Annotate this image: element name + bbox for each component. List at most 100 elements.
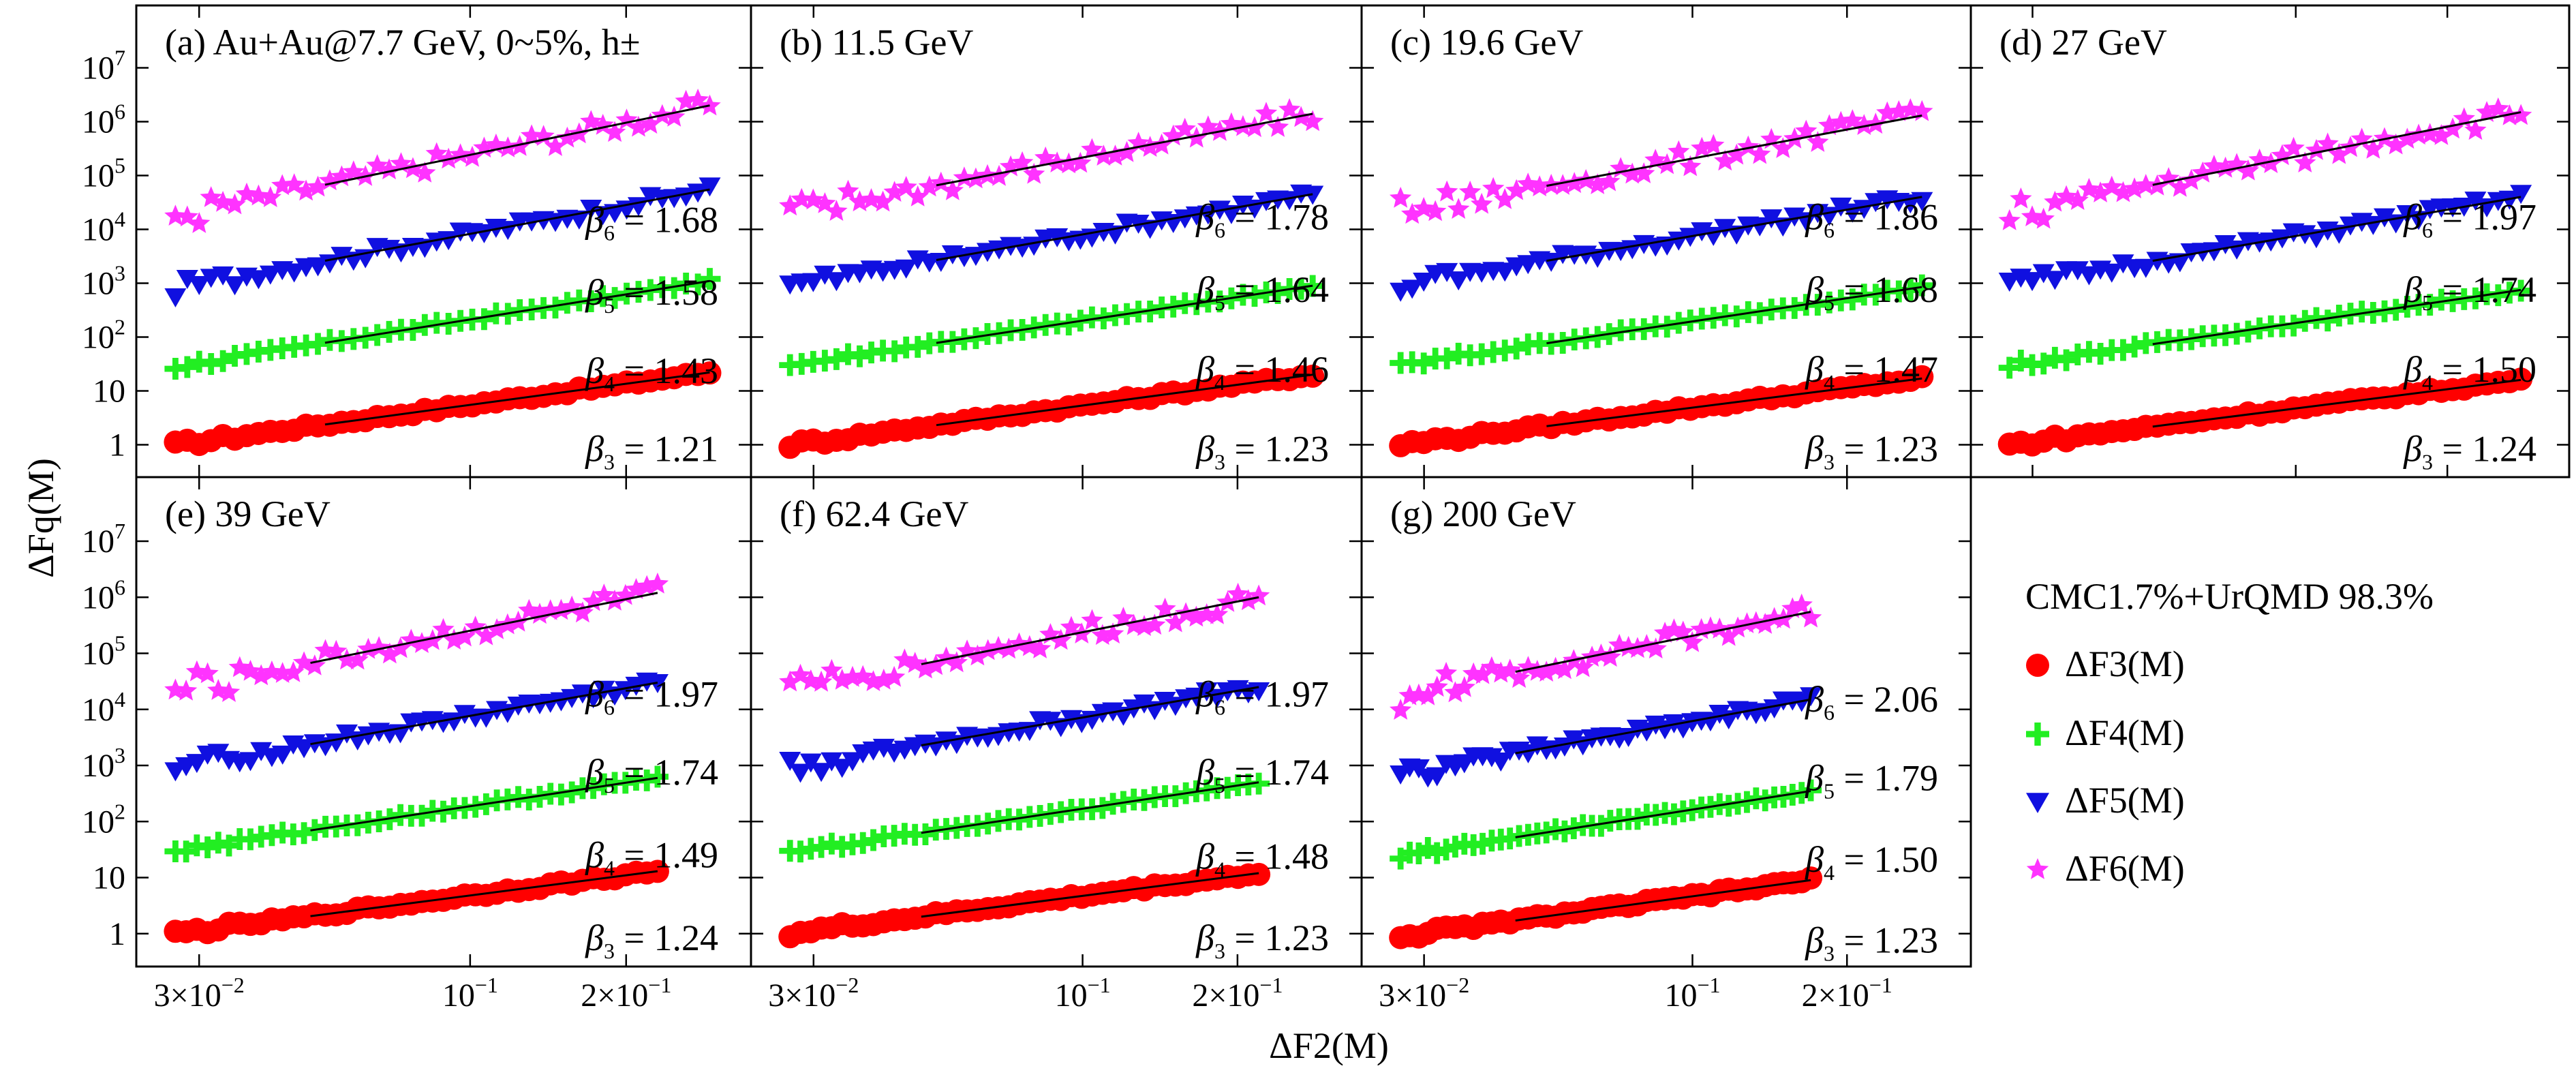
data-point <box>283 263 305 283</box>
data-point <box>176 269 198 289</box>
data-point <box>1426 675 1448 697</box>
data-point <box>2032 264 2055 284</box>
y-tick-label: 1 <box>109 916 125 952</box>
data-point <box>1540 252 1563 272</box>
data-point <box>2498 190 2521 210</box>
series-ΔF5(M): β5 = 1.58 <box>164 177 721 318</box>
data-point <box>941 179 964 200</box>
data-point <box>906 335 929 358</box>
data-point <box>1102 622 1124 644</box>
data-point <box>802 273 825 292</box>
data-point <box>2374 300 2396 322</box>
legend-entry: ΔF6(M) <box>2026 848 2185 889</box>
data-point <box>821 832 843 855</box>
data-point <box>1494 262 1516 282</box>
data-point <box>2385 133 2407 155</box>
legend-entry: ΔF3(M) <box>2026 643 2185 684</box>
panel-label: (a) Au+Au@7.7 GeV, 0~5%, h± <box>165 22 640 63</box>
data-point <box>1231 115 1255 136</box>
fit-line <box>936 112 1313 187</box>
data-point <box>1413 352 1435 375</box>
data-point <box>1507 667 1531 688</box>
fit-line <box>936 374 1313 427</box>
data-point <box>2168 175 2191 197</box>
data-point <box>1390 187 1412 208</box>
fit-line <box>936 284 1313 344</box>
data-point <box>188 212 211 233</box>
data-point <box>1830 289 1852 311</box>
data-point <box>1453 675 1475 697</box>
data-point <box>2044 190 2066 212</box>
data-point <box>1598 170 1621 192</box>
data-point <box>164 204 187 226</box>
data-point <box>2282 136 2305 158</box>
data-point <box>1000 319 1022 341</box>
data-point <box>2078 341 2100 363</box>
x-tick-label: 10−1 <box>1664 973 1720 1014</box>
fit-line <box>1515 611 1811 673</box>
data-point <box>185 754 208 774</box>
data-point <box>2123 335 2146 358</box>
data-point <box>508 299 531 321</box>
data-point <box>593 680 615 700</box>
data-point <box>603 121 626 142</box>
data-point <box>1290 277 1313 300</box>
data-point <box>293 822 316 845</box>
fit-line <box>2152 288 2521 346</box>
data-point <box>239 752 262 772</box>
data-point <box>2328 304 2350 326</box>
data-point <box>646 765 669 788</box>
beta-label: β4 = 1.50 <box>1805 839 1938 885</box>
data-point <box>2510 185 2532 204</box>
data-point <box>814 265 836 285</box>
data-point <box>699 268 721 290</box>
data-point <box>1621 318 1644 341</box>
data-point <box>2385 299 2407 321</box>
data-point <box>378 158 401 180</box>
beta-label: β4 = 1.47 <box>1805 349 1938 395</box>
data-point <box>1154 692 1176 712</box>
data-point <box>2032 352 2055 375</box>
data-point <box>848 264 871 284</box>
data-point <box>1247 862 1271 886</box>
beta-label: β3 = 1.21 <box>585 428 718 474</box>
data-point <box>250 742 273 761</box>
data-point <box>2112 339 2134 361</box>
legend-label: ΔF3(M) <box>2065 643 2185 684</box>
series-ΔF3(M): β3 = 1.24 <box>164 860 718 963</box>
data-point <box>1754 613 1777 634</box>
data-point <box>906 185 929 207</box>
data-point <box>1535 660 1558 682</box>
beta-label: β6 = 1.97 <box>2403 197 2536 243</box>
data-point <box>224 193 246 215</box>
data-point <box>2021 205 2044 226</box>
data-point <box>2282 314 2305 337</box>
fit-line <box>324 279 710 344</box>
data-point <box>883 665 906 687</box>
data-point <box>1023 162 1045 184</box>
data-point <box>2180 168 2203 190</box>
data-point <box>1998 356 2021 379</box>
data-point <box>2066 189 2089 210</box>
data-point <box>185 660 208 682</box>
fit-line <box>324 104 710 186</box>
fit-line <box>310 870 658 917</box>
data-point <box>259 186 281 207</box>
data-point <box>1552 331 1574 354</box>
data-point <box>1206 603 1229 624</box>
series-ΔF5(M): β5 = 1.74 <box>1998 185 2536 315</box>
data-point <box>1424 348 1447 370</box>
legend-label: ΔF4(M) <box>2065 712 2185 753</box>
data-point <box>2066 344 2089 366</box>
data-point <box>1783 297 1806 319</box>
y-tick-label: 105 <box>82 631 125 672</box>
data-point <box>1162 124 1184 146</box>
x-tick-label: 3×10−2 <box>1379 973 1469 1014</box>
data-point <box>207 679 230 700</box>
data-point <box>1248 772 1270 795</box>
data-point <box>1717 624 1740 646</box>
data-point <box>2407 123 2430 145</box>
data-point <box>1091 797 1114 819</box>
fit-line <box>1546 286 1922 345</box>
data-point <box>247 184 270 206</box>
